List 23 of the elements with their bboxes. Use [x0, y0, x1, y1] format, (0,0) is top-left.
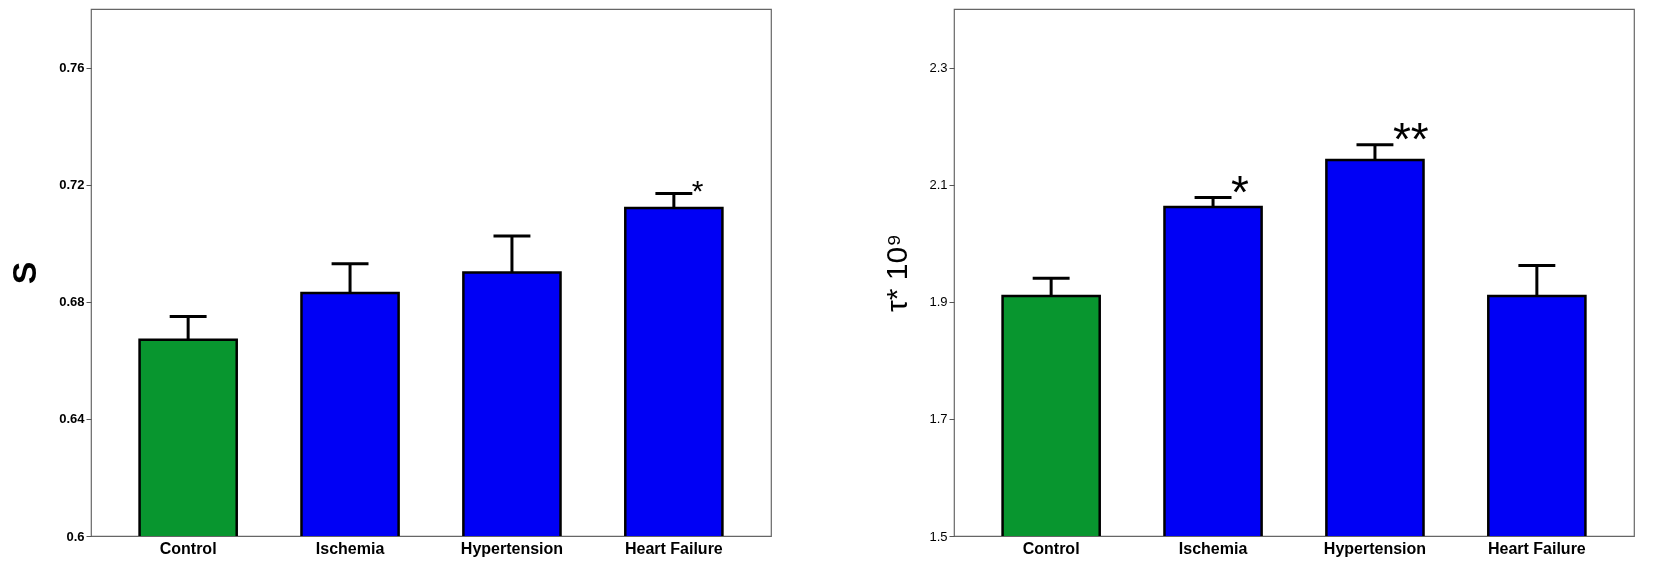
x-tick-label: Hypertension: [1323, 539, 1427, 557]
annotation: **: [1392, 112, 1429, 165]
y-tick-label: 2.1: [929, 177, 948, 193]
x-tick-label: Heart Failure: [624, 539, 723, 557]
x-tick-label: Ischemia: [1178, 539, 1248, 557]
y-tick-label: 0.6: [66, 528, 85, 544]
y-axis-title: τ* 10⁹: [880, 233, 914, 313]
y-axis-title: S: [5, 261, 44, 285]
y-tick-label: 0.72: [59, 177, 85, 193]
x-tick-label: Heart Failure: [1487, 539, 1586, 557]
x-tick-label: Control: [1022, 539, 1080, 557]
y-tick-label: 1.9: [929, 294, 948, 310]
y-tick-label: 0.76: [59, 60, 85, 76]
annotation: *: [691, 174, 704, 208]
x-tick-label: Control: [159, 539, 217, 557]
x-tick-label: Hypertension: [460, 539, 564, 557]
y-tick-label: 1.7: [929, 411, 948, 427]
y-tick-label: 0.68: [59, 294, 85, 310]
x-tick-label: Ischemia: [315, 539, 385, 557]
y-tick-label: 2.3: [929, 60, 948, 76]
y-tick-label: 0.64: [59, 411, 86, 427]
y-tick-label: 1.5: [929, 528, 948, 544]
annotation: *: [1231, 165, 1250, 218]
